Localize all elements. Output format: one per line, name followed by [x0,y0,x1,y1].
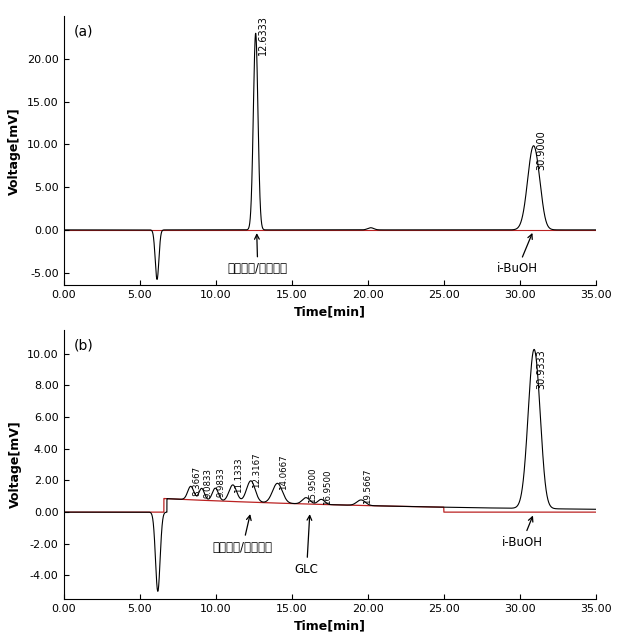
Text: 12.3167: 12.3167 [252,453,262,488]
Text: 8.3667: 8.3667 [192,466,202,496]
Text: 16.9500: 16.9500 [323,469,332,504]
Text: 12.6333: 12.6333 [259,15,268,54]
Text: (b): (b) [74,338,94,352]
Text: 14.0667: 14.0667 [279,454,288,490]
Text: 15.9500: 15.9500 [308,467,317,503]
Y-axis label: Voltage[mV]: Voltage[mV] [9,420,22,508]
Text: 글리세롤/글리시돌: 글리세롤/글리시돌 [213,515,273,554]
Text: (a): (a) [74,24,94,38]
Text: 9.0833: 9.0833 [203,467,212,497]
Text: GLC: GLC [294,515,319,576]
Text: i-BuOH: i-BuOH [497,234,538,276]
Text: i-BuOH: i-BuOH [502,517,542,549]
Text: 9.9833: 9.9833 [217,467,226,497]
Y-axis label: Voltage[mV]: Voltage[mV] [8,107,21,195]
X-axis label: Time[min]: Time[min] [294,620,366,633]
X-axis label: Time[min]: Time[min] [294,306,366,319]
Text: 글리세롤/글리시돌: 글리세롤/글리시돌 [228,235,288,276]
Text: 11.1333: 11.1333 [234,457,244,493]
Text: 19.5667: 19.5667 [363,469,371,504]
Text: 30.9333: 30.9333 [537,349,547,388]
Text: 30.9000: 30.9000 [536,130,546,170]
